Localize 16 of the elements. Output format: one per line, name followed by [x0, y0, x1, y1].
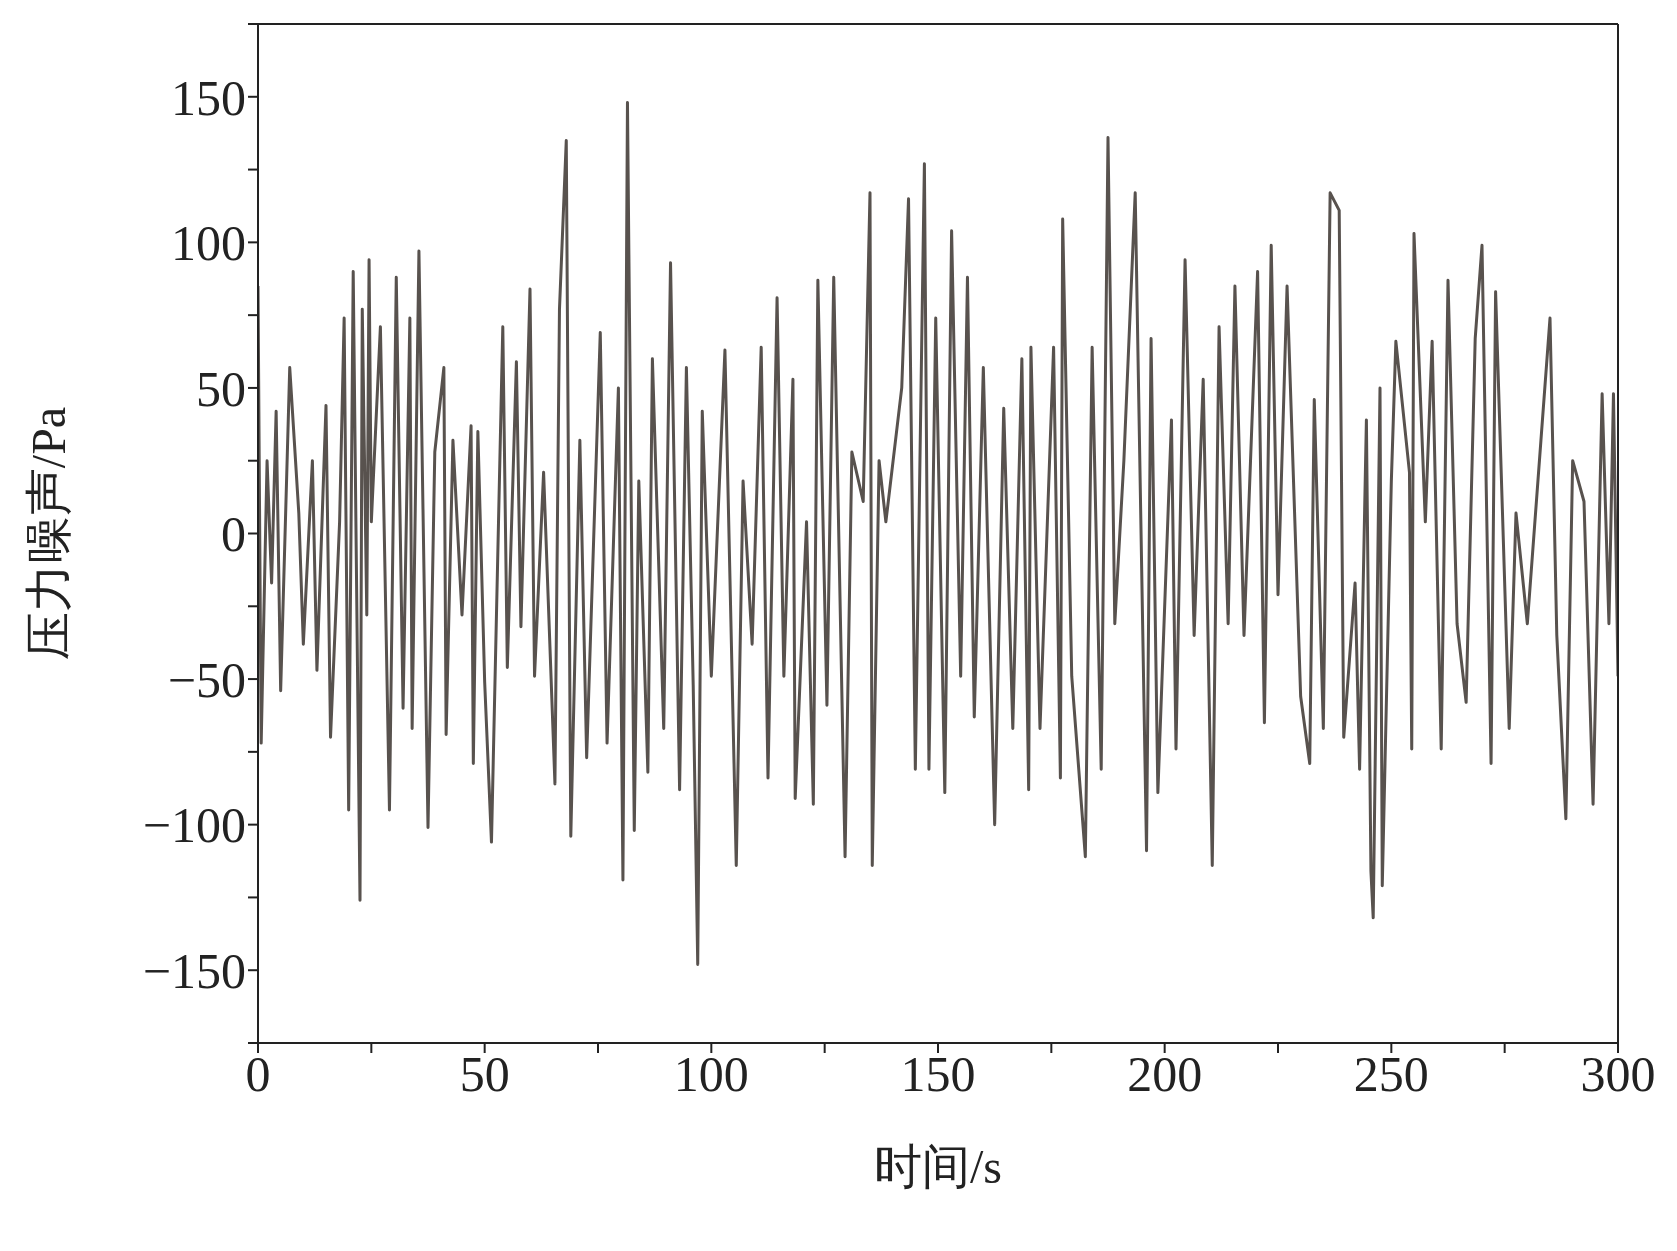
line-series [258, 101, 1618, 966]
x-tick-label: 100 [673, 1045, 749, 1102]
y-tick-label: −150 [142, 942, 246, 999]
y-tick-label: 50 [196, 360, 246, 417]
y-tick-label: −50 [167, 651, 246, 708]
x-axis-title: 时间/s [873, 1140, 1003, 1193]
x-tick-label: 150 [900, 1045, 976, 1102]
y-tick-label: 0 [221, 506, 246, 563]
y-axis-title: 压力噪声/Pa [22, 406, 76, 661]
x-tick-label: 200 [1127, 1045, 1203, 1102]
x-tick-label: 250 [1353, 1045, 1429, 1102]
x-tick-label: 300 [1580, 1045, 1656, 1102]
y-tick-label: −100 [142, 797, 246, 854]
y-tick-label: 100 [171, 215, 246, 272]
y-tick-label: 150 [171, 69, 246, 126]
x-tick-label: 50 [459, 1045, 510, 1102]
